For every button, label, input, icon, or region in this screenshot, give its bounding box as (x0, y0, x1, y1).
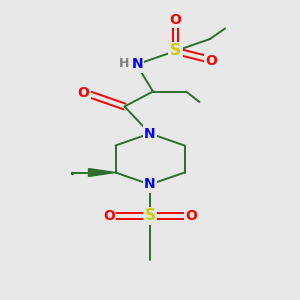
Text: H: H (119, 56, 129, 70)
Text: N: N (144, 178, 156, 191)
Text: O: O (206, 55, 218, 68)
Text: O: O (77, 86, 89, 100)
Text: S: S (145, 208, 155, 224)
Text: O: O (103, 209, 115, 223)
Text: N: N (144, 127, 156, 140)
Polygon shape (88, 169, 116, 176)
Text: O: O (169, 13, 181, 27)
Text: S: S (170, 44, 181, 59)
Text: O: O (185, 209, 197, 223)
Text: N: N (131, 58, 143, 71)
